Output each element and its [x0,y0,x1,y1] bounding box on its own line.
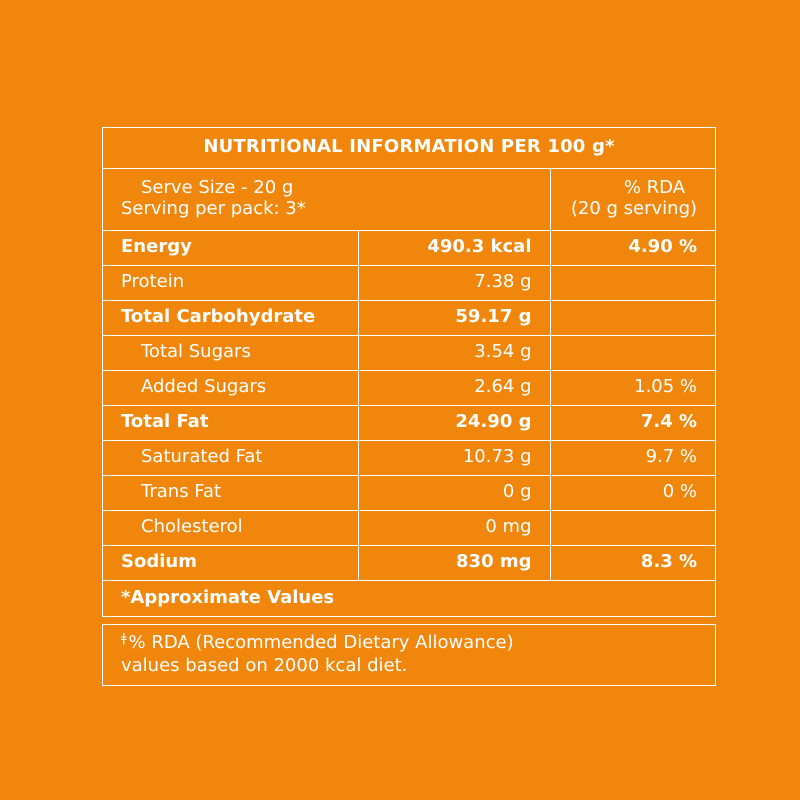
table-title: NUTRITIONAL INFORMATION PER 100 g* [103,128,716,169]
nutrient-name: Total Fat [103,404,359,441]
approx-row: *Approximate Values [103,579,716,616]
nutrient-name: Total Sugars [103,334,359,371]
nutrient-name: Energy [103,229,359,266]
nutrient-name: Added Sugars [103,369,359,406]
table-row: Energy 490.3 kcal 4.90 % [103,229,716,266]
table-row: Added Sugars 2.64 g 1.05 % [103,369,716,406]
nutrient-name: Total Carbohydrate [103,299,359,336]
serving-info: Serve Size - 20 g Serving per pack: 3* [103,167,551,231]
table-row: Protein 7.38 g [103,264,716,301]
footnote-symbol: ǂ [121,631,127,645]
nutrient-rda [549,334,716,371]
table-row: Cholesterol 0 mg [103,509,716,546]
title-row: NUTRITIONAL INFORMATION PER 100 g* [103,128,716,169]
nutrient-name: Saturated Fat [103,439,359,476]
servings-per-pack: Serving per pack: 3* [121,198,306,219]
nutrient-name: Sodium [103,544,359,581]
table-row: Total Fat 24.90 g 7.4 % [103,404,716,441]
nutrient-rda: 1.05 % [549,369,716,406]
nutrient-amount: 2.64 g [357,369,551,406]
nutrient-amount: 0 g [357,474,551,511]
rda-header-line1: % RDA [623,177,686,199]
table-row: Sodium 830 mg 8.3 % [103,544,716,581]
nutrient-amount: 24.90 g [357,404,551,441]
nutrient-rda: 4.90 % [549,229,716,266]
table-row: Saturated Fat 10.73 g 9.7 % [103,439,716,476]
nutrient-rda: 8.3 % [549,544,716,581]
footnote-line1: % RDA (Recommended Dietary Allowance) [128,632,514,653]
nutrient-name: Trans Fat [103,474,359,511]
nutrition-grid: NUTRITIONAL INFORMATION PER 100 g* Serve… [103,128,716,616]
nutrient-name: Cholesterol [103,509,359,546]
nutrient-name: Protein [103,264,359,301]
nutrient-rda [549,299,716,336]
footnote-line2: values based on 2000 kcal diet. [121,655,408,677]
nutrient-amount: 0 mg [357,509,551,546]
rda-header: % RDA (20 g serving) [549,167,716,231]
nutrient-amount: 7.38 g [357,264,551,301]
nutrient-rda: 7.4 % [549,404,716,441]
table-row: Total Carbohydrate 59.17 g [103,299,716,336]
approx-values-note: *Approximate Values [103,579,716,616]
nutrient-rda: 9.7 % [549,439,716,476]
nutrient-amount: 490.3 kcal [357,229,551,266]
nutrient-rda [549,264,716,301]
table-row: Total Sugars 3.54 g [103,334,716,371]
nutrient-amount: 59.17 g [357,299,551,336]
nutrient-amount: 3.54 g [357,334,551,371]
nutrient-amount: 10.73 g [357,439,551,476]
nutrient-rda [549,509,716,546]
rda-header-line2: (20 g serving) [570,198,698,219]
nutrient-amount: 830 mg [357,544,551,581]
nutrient-rda: 0 % [549,474,716,511]
serving-row: Serve Size - 20 g Serving per pack: 3* %… [103,167,716,231]
rda-footnote: ǂ% RDA (Recommended Dietary Allowance) v… [102,624,716,686]
table-row: Trans Fat 0 g 0 % [103,474,716,511]
serve-size: Serve Size - 20 g [141,177,294,199]
nutrition-table: NUTRITIONAL INFORMATION PER 100 g* Serve… [102,127,716,617]
